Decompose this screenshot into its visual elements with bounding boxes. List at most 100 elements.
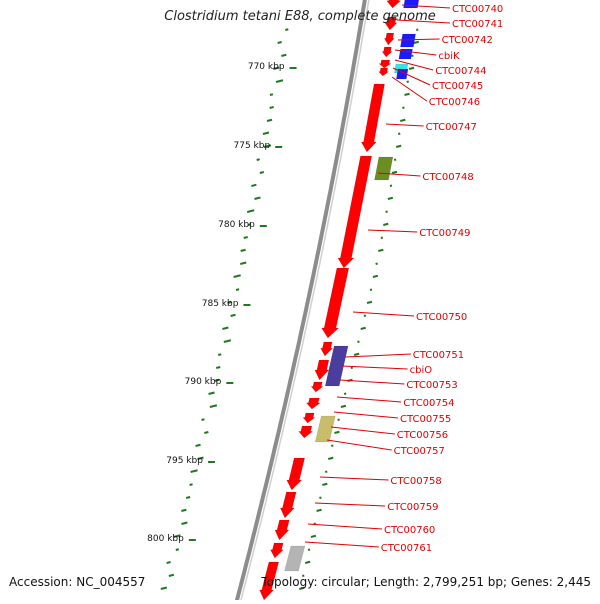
gc-dot	[340, 404, 347, 408]
gene-label: CTC00740	[452, 4, 503, 15]
leader-line	[377, 172, 421, 177]
gene-label: CTC00741	[452, 19, 503, 30]
leader-line	[394, 49, 437, 56]
gc-dot	[369, 288, 373, 291]
leader-line	[304, 541, 379, 548]
gene-red	[360, 83, 385, 153]
gc-dot	[201, 418, 205, 421]
gc-dot	[214, 378, 220, 382]
gc-dot	[240, 248, 246, 252]
gc-dot	[269, 106, 274, 109]
tick-label: 770 kbp	[248, 62, 285, 72]
gc-dot	[269, 93, 274, 96]
gc-dot	[275, 79, 284, 83]
gc-dot	[366, 300, 373, 304]
gc-dot	[302, 574, 305, 577]
gene-label: CTC00748	[422, 172, 473, 183]
gene-blue	[400, 33, 416, 48]
gc-dot	[327, 456, 334, 460]
leader-line	[339, 379, 405, 385]
gc-dot	[277, 41, 282, 44]
gene-red	[305, 397, 322, 410]
gc-dot	[363, 314, 367, 317]
leader-line	[385, 123, 424, 127]
gc-dot	[408, 66, 415, 70]
gc-dot	[353, 352, 360, 356]
gc-dot	[222, 326, 229, 330]
gc-dot	[215, 366, 221, 369]
leader-line	[392, 67, 431, 86]
gc-dot	[375, 262, 378, 265]
gc-dot	[190, 469, 198, 473]
backbone-track	[233, 0, 370, 604]
gc-dot	[168, 573, 175, 577]
gene-red	[320, 341, 334, 357]
tick-label: 775 kbp	[234, 141, 271, 151]
gene-label: CTC00750	[416, 312, 467, 323]
gene-label: cbiO	[410, 365, 433, 376]
gene-red	[337, 155, 373, 269]
gc-dot	[334, 430, 340, 434]
leader-line	[307, 523, 383, 530]
gc-dot	[391, 170, 398, 174]
gene-red	[269, 542, 285, 559]
gc-dot	[185, 496, 191, 499]
gc-dot	[337, 418, 340, 421]
leader-line	[401, 4, 451, 9]
gene-purple	[324, 345, 349, 387]
gc-dot	[166, 561, 171, 564]
gc-dot	[285, 28, 289, 31]
gc-dot	[380, 236, 384, 239]
gc-dot	[173, 534, 181, 538]
tick-label: 795 kbp	[166, 456, 203, 466]
gene-label: CTC00760	[384, 525, 435, 536]
gene-red	[286, 457, 306, 491]
gc-dot	[246, 209, 255, 213]
gene-red	[378, 67, 390, 77]
gc-dot	[378, 248, 384, 252]
gene-label: CTC00761	[381, 543, 432, 554]
gene-label: CTC00749	[419, 228, 470, 239]
gene-label: CTC00755	[400, 414, 451, 425]
gc-dot	[160, 586, 168, 590]
gene-red	[302, 412, 316, 424]
gc-dot	[227, 301, 232, 304]
gene-red	[279, 491, 297, 519]
gc-dot	[383, 222, 389, 226]
gc-dot	[316, 508, 322, 512]
gene-red	[314, 359, 330, 381]
gc-dot	[322, 482, 328, 486]
gc-dot	[372, 274, 379, 278]
gene-label: CTC00742	[442, 35, 493, 46]
gene-blue	[403, 0, 420, 9]
gc-dot	[404, 92, 410, 96]
gene-label: CTC00744	[435, 66, 486, 77]
gene-gray	[284, 545, 306, 572]
backbone-highlight	[239, 0, 370, 604]
gene-red	[321, 267, 350, 339]
gc-dot	[416, 28, 419, 31]
gc-dot	[235, 288, 240, 291]
gc-dot	[197, 456, 204, 460]
gc-dot	[400, 118, 406, 122]
gc-dot-track	[160, 28, 420, 590]
gene-red	[383, 32, 395, 46]
gene-label: CTC00747	[426, 122, 477, 133]
leader-line	[330, 426, 395, 435]
gc-dot	[273, 66, 280, 70]
gc-dot	[181, 521, 188, 525]
gene-label: CTC00751	[413, 350, 464, 361]
gene-olive	[374, 156, 394, 181]
tick-label: 785 kbp	[202, 299, 239, 309]
gc-dot	[395, 144, 402, 148]
gene-red	[310, 381, 324, 393]
gene-track	[259, 0, 420, 601]
leader-line	[326, 439, 392, 451]
gc-dot	[307, 548, 311, 551]
gc-dot	[397, 132, 401, 135]
gc-dot	[324, 470, 328, 473]
leader-line	[352, 311, 415, 317]
gc-dot	[298, 586, 305, 590]
gc-dot	[413, 40, 420, 44]
